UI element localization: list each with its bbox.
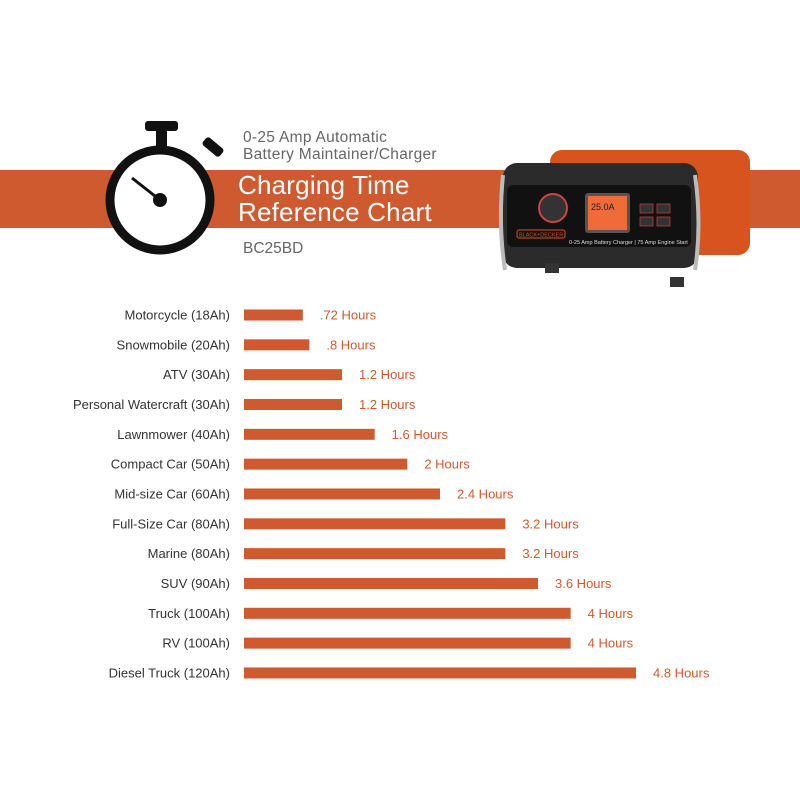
bar (244, 667, 636, 679)
data-label: .8 Hours (326, 337, 376, 352)
bar (244, 637, 571, 649)
data-label: 4 Hours (588, 606, 634, 621)
category-label: ATV (30Ah) (163, 367, 230, 382)
data-label: 1.6 Hours (392, 427, 449, 442)
category-label: Snowmobile (20Ah) (117, 337, 230, 352)
stopwatch-icon (105, 121, 224, 255)
category-label: Truck (100Ah) (148, 606, 230, 621)
model-number: BC25BD (243, 240, 304, 257)
subtitle-line-2: Battery Maintainer/Charger (243, 146, 437, 163)
data-label: .72 Hours (320, 308, 377, 323)
data-label: 1.2 Hours (359, 397, 416, 412)
data-label: 4.8 Hours (653, 665, 710, 680)
bar (244, 398, 342, 410)
data-label: 3.2 Hours (522, 546, 579, 561)
category-label: Full-Size Car (80Ah) (112, 516, 230, 531)
category-label: SUV (90Ah) (161, 576, 230, 591)
bar (244, 518, 506, 530)
data-label: 2.4 Hours (457, 486, 514, 501)
title-line-2: Reference Chart (238, 197, 432, 227)
category-label: Motorcycle (18Ah) (125, 308, 230, 323)
bar (244, 548, 506, 560)
category-label: RV (100Ah) (162, 636, 230, 651)
data-label: 3.6 Hours (555, 576, 612, 591)
bar (244, 428, 375, 440)
chart-title: Charging Time Reference Chart (238, 172, 432, 226)
bar (244, 458, 408, 470)
category-label: Compact Car (50Ah) (111, 457, 230, 472)
bar (244, 369, 342, 381)
bar (244, 488, 440, 500)
bar (244, 577, 538, 589)
category-label: Marine (80Ah) (148, 546, 230, 561)
subtitle-line-1: 0-25 Amp Automatic (243, 129, 388, 146)
data-label: 4 Hours (588, 636, 634, 651)
bar (244, 309, 303, 321)
bar (244, 339, 310, 351)
charger-front-label: 0-25 Amp Battery Charger | 75 Amp Engine… (569, 240, 688, 246)
product-subtitle: 0-25 Amp Automatic Battery Maintainer/Ch… (243, 129, 437, 163)
category-label: Mid-size Car (60Ah) (114, 486, 230, 501)
data-label: 1.2 Hours (359, 367, 416, 382)
title-line-1: Charging Time (238, 170, 410, 200)
data-label: 3.2 Hours (522, 516, 579, 531)
svg-text:BLACK+DECKER: BLACK+DECKER (519, 233, 563, 239)
data-label: 2 Hours (424, 457, 470, 472)
category-label: Diesel Truck (120Ah) (109, 665, 230, 680)
bar (244, 607, 571, 619)
category-label: Lawnmower (40Ah) (117, 427, 230, 442)
category-label: Personal Watercraft (30Ah) (73, 397, 230, 412)
svg-text:25.0A: 25.0A (591, 202, 615, 212)
charger-product-image: 25.0A BLACK+DECKER 0-25 Amp Battery Char… (498, 150, 750, 287)
